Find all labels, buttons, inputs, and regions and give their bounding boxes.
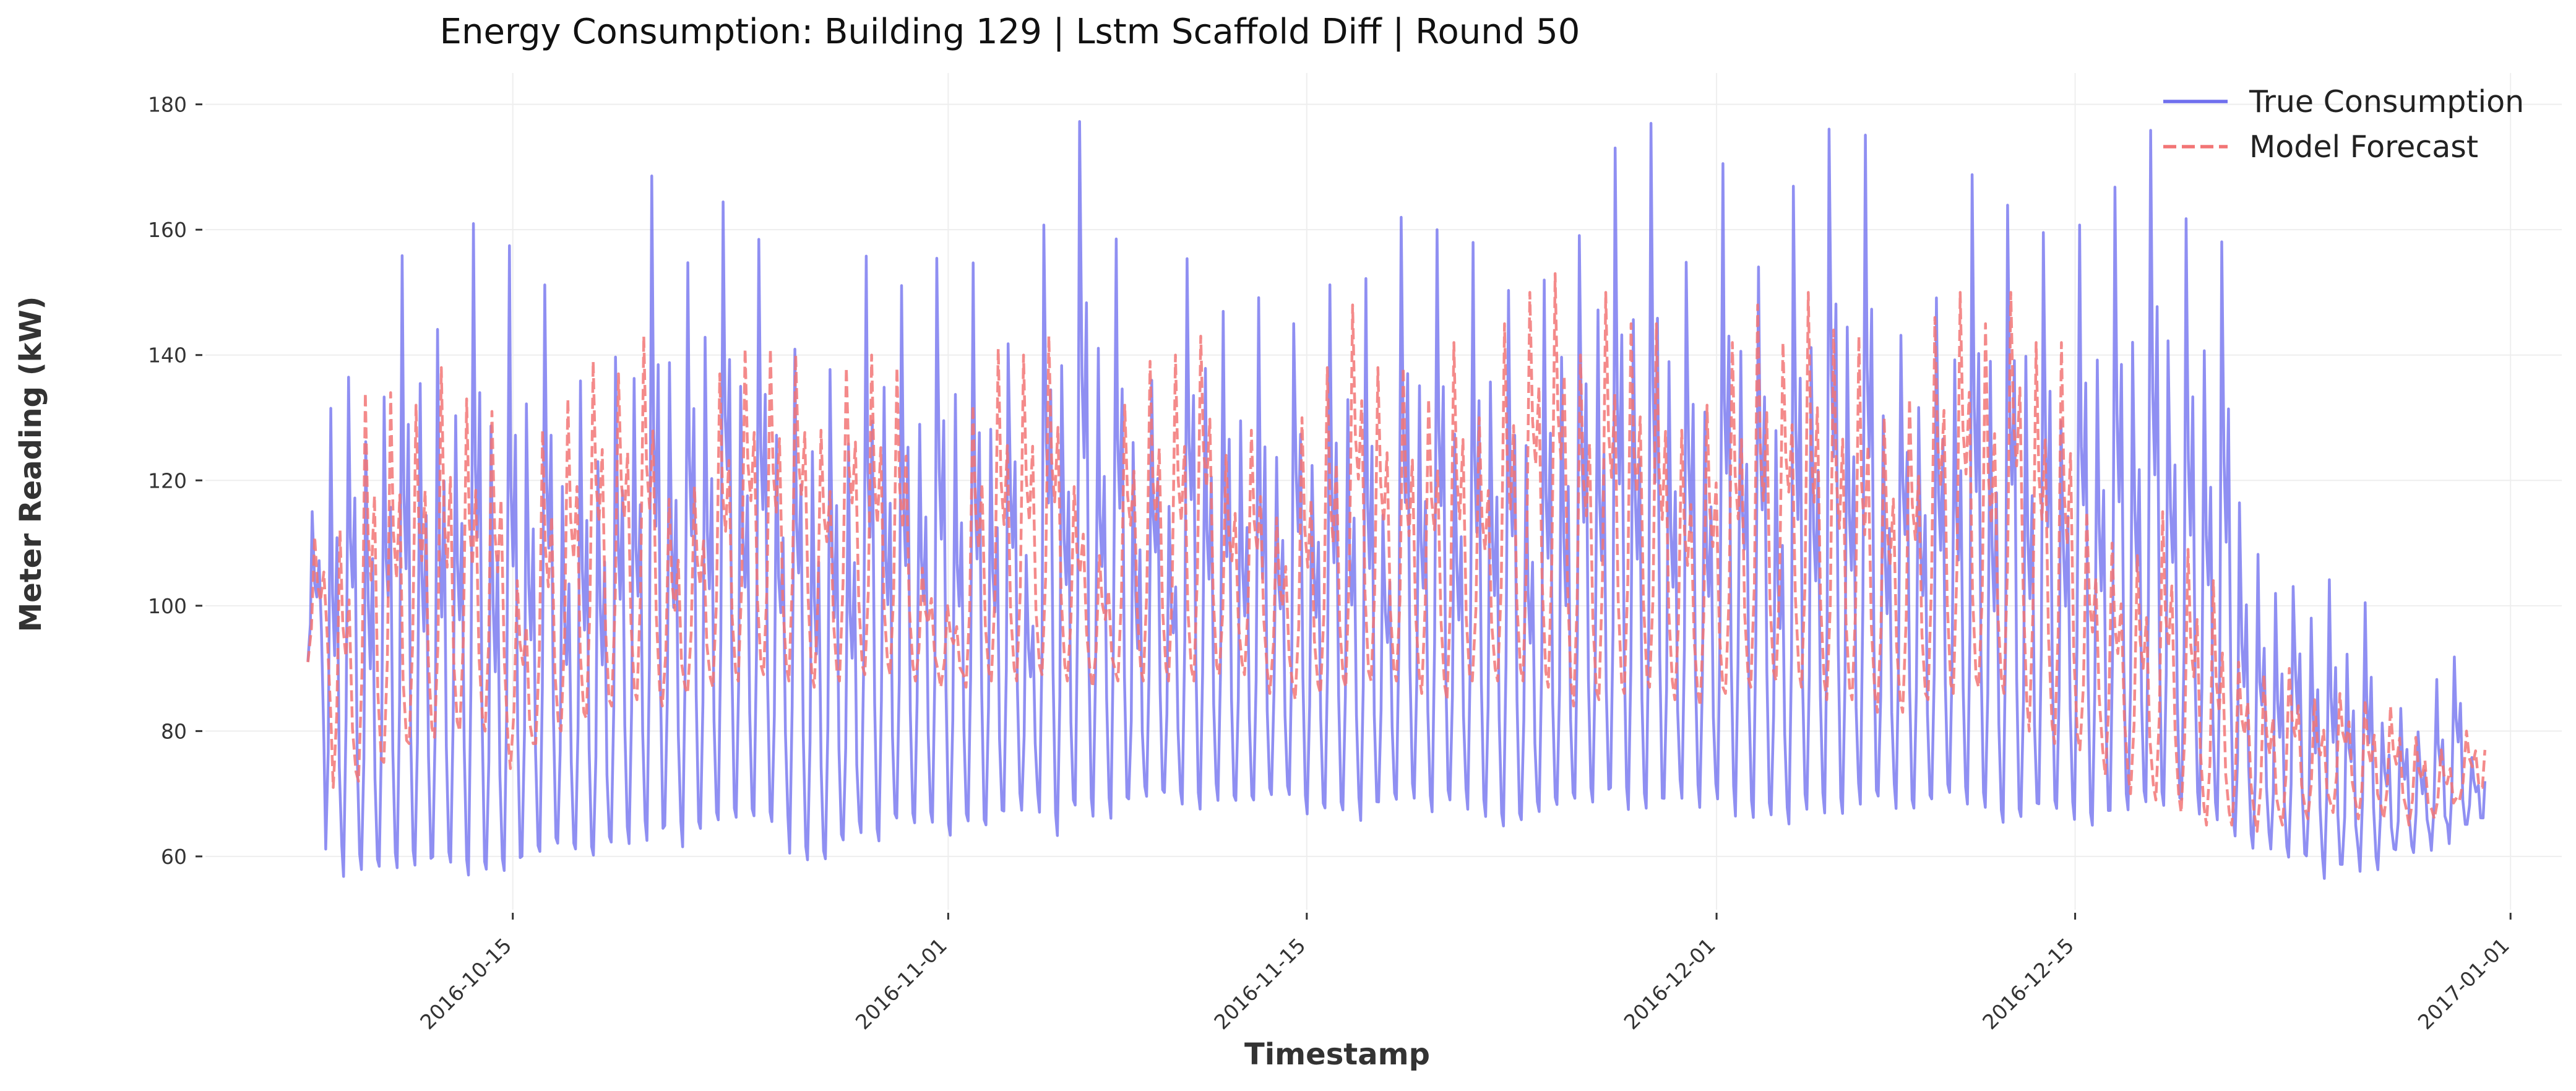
legend-label-true-consumption: True Consumption [2249,84,2524,119]
series-line-true-consumption [306,120,2487,880]
y-tick-label: 160 [148,218,187,242]
legend-label-model-forecast: Model Forecast [2249,129,2478,165]
y-tick-label: 60 [161,845,187,869]
legend: True Consumption Model Forecast [2163,84,2524,165]
y-tick-label: 140 [148,343,187,368]
series-line-model-forecast [306,272,2487,833]
y-tick-label: 120 [148,468,187,493]
chart-title: Energy Consumption: Building 129 | Lstm … [440,12,1580,52]
y-tick-label: 80 [161,719,187,743]
series-layer [306,120,2487,880]
y-tick-label: 180 [148,93,187,117]
y-axis-title: Meter Reading (kW) [14,296,48,632]
y-tick-label: 100 [148,594,187,618]
x-axis-title: Timestamp [1244,1037,1430,1072]
